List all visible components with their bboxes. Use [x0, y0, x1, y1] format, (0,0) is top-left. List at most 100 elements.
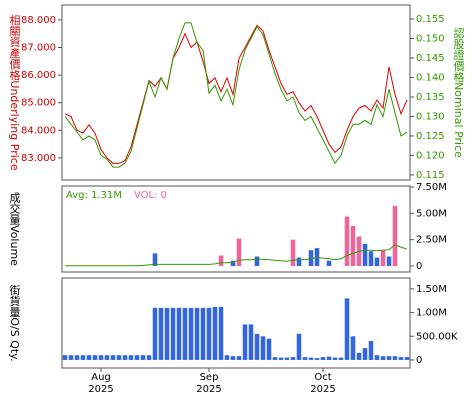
bar: [380, 356, 386, 360]
bar: [140, 355, 146, 360]
bar: [236, 238, 242, 266]
bar: [332, 357, 338, 360]
bar: [224, 355, 230, 360]
y2-tick-label: 0.125: [416, 131, 445, 142]
y2-tick-label: 0.145: [416, 53, 445, 64]
avg-line: [65, 244, 408, 267]
bar: [80, 355, 86, 360]
bar: [344, 298, 350, 360]
y2-tick-label: 0.120: [416, 150, 445, 161]
bar: [170, 307, 176, 360]
y2-tick-label: 0: [416, 355, 422, 366]
bar: [218, 306, 224, 360]
bar: [128, 355, 134, 360]
y2-axis-label: 認股證價格Nominal Price: [452, 26, 465, 158]
bar: [326, 260, 332, 266]
y2-tick-label: 5.00M: [416, 208, 447, 219]
bar: [290, 357, 296, 360]
bar: [218, 255, 224, 266]
y2-tick-label: 0.140: [416, 72, 445, 83]
y-axis-label: 成交量Volume: [8, 192, 21, 266]
bar: [374, 257, 380, 266]
bar: [362, 348, 368, 360]
bar: [254, 256, 260, 266]
bar: [110, 355, 116, 360]
bar: [278, 357, 284, 360]
bar: [284, 357, 290, 360]
bar: [404, 357, 410, 360]
bar: [182, 307, 188, 360]
bar: [380, 250, 386, 266]
bar: [104, 355, 110, 360]
bar: [356, 352, 362, 360]
y-axis-label: 相關資產價格Underlying Price: [8, 14, 21, 171]
bar: [326, 356, 332, 360]
bar: [290, 239, 296, 266]
y-tick-label: 83.000: [21, 153, 56, 164]
y2-tick-label: 0: [416, 261, 422, 272]
y2-tick-label: 2.50M: [416, 235, 447, 246]
bar: [398, 357, 404, 360]
bar: [158, 307, 164, 360]
y2-tick-label: 0.135: [416, 92, 445, 103]
bar: [236, 356, 242, 360]
bar: [74, 355, 80, 360]
bar: [152, 307, 158, 360]
bar: [302, 357, 308, 360]
bar: [338, 357, 344, 360]
bar: [314, 248, 320, 266]
y2-tick-label: 0.150: [416, 34, 445, 45]
bar: [62, 355, 68, 360]
bar: [194, 307, 200, 360]
y2-tick-label: 0.115: [416, 170, 445, 181]
bar: [212, 306, 218, 360]
bar: [92, 355, 98, 360]
y-axis-label: 街貨量O/S Qty.: [8, 283, 21, 362]
bar: [350, 226, 356, 266]
x-tick-label: Oct 2025: [310, 372, 336, 395]
bar: [116, 355, 122, 360]
panel-frame: [61, 185, 411, 273]
y2-tick-label: 0.155: [416, 14, 445, 25]
bar: [230, 356, 236, 360]
bar: [230, 260, 236, 266]
bar: [392, 206, 398, 266]
bar: [200, 307, 206, 360]
bar: [176, 307, 182, 360]
bar: [368, 341, 374, 360]
bar: [134, 355, 140, 360]
bar: [386, 356, 392, 360]
bar: [98, 355, 104, 360]
bar: [308, 357, 314, 360]
annotation: Avg: 1.31M: [66, 190, 122, 201]
y2-tick-label: 0.130: [416, 111, 445, 122]
x-tick-label: Sep 2025: [196, 372, 222, 395]
bar: [266, 338, 272, 360]
y2-tick-label: 500.00K: [416, 331, 458, 342]
y-tick-label: 84.000: [21, 125, 56, 136]
price-line: [64, 24, 408, 164]
bar: [392, 356, 398, 360]
bar: [254, 333, 260, 360]
bar: [296, 333, 302, 360]
x-tick-label: Aug 2025: [88, 372, 114, 395]
panel-frame: [61, 4, 411, 181]
bar: [368, 251, 374, 266]
y2-tick-label: 7.50M: [416, 182, 447, 193]
bar: [386, 256, 392, 266]
bar: [152, 253, 158, 266]
bar: [272, 357, 278, 360]
bar: [68, 355, 74, 360]
bar: [374, 355, 380, 360]
panel-frame: [61, 277, 411, 369]
bar: [314, 358, 320, 360]
y2-tick-label: 1.00M: [416, 308, 447, 319]
bar: [122, 355, 128, 360]
bar: [362, 243, 368, 266]
bar: [164, 307, 170, 360]
bar: [188, 307, 194, 360]
y2-tick-label: 1.50M: [416, 284, 447, 295]
bar: [350, 336, 356, 360]
y-tick-label: 87.000: [21, 43, 56, 54]
